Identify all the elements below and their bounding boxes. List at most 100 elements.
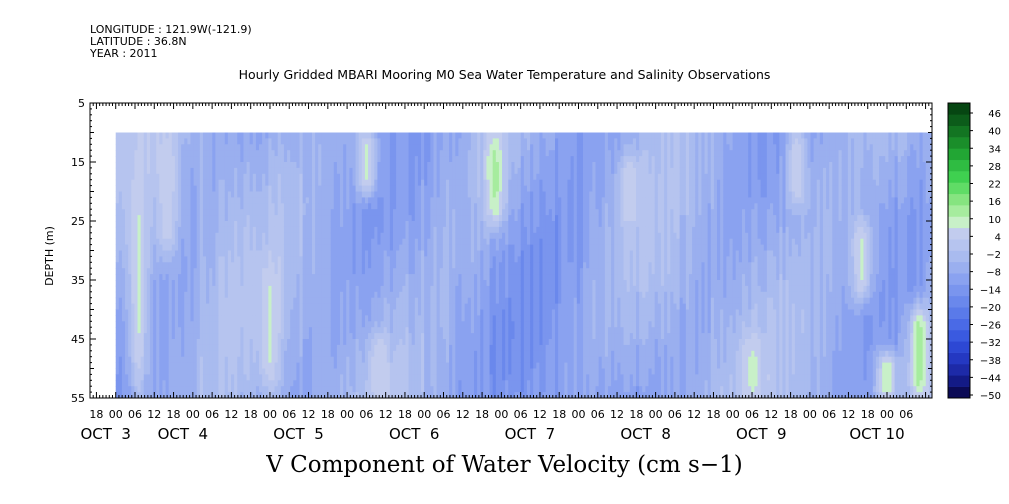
heatmap-cell bbox=[402, 238, 406, 245]
heatmap-cell bbox=[433, 173, 438, 181]
heatmap-cell bbox=[290, 162, 294, 169]
heatmap-cell bbox=[190, 203, 194, 210]
heatmap-cell bbox=[165, 356, 170, 363]
heatmap-cell bbox=[215, 191, 219, 198]
heatmap-cell bbox=[174, 309, 179, 316]
heatmap-cell bbox=[187, 268, 191, 275]
heatmap-cell bbox=[393, 238, 397, 245]
heatmap-cell bbox=[283, 368, 288, 375]
heatmap-cell bbox=[143, 244, 148, 251]
heatmap-cell bbox=[240, 232, 244, 240]
heatmap-cell bbox=[230, 250, 235, 257]
heatmap-cell bbox=[396, 309, 400, 316]
heatmap-cell bbox=[333, 138, 338, 145]
heatmap-cell bbox=[181, 209, 185, 216]
heatmap-cell bbox=[153, 309, 157, 316]
heatmap-cell bbox=[380, 144, 385, 151]
heatmap-cell bbox=[181, 150, 185, 157]
heatmap-cell bbox=[380, 226, 385, 234]
heatmap-cell bbox=[193, 173, 198, 181]
heatmap-cell bbox=[305, 132, 310, 139]
heatmap-cell bbox=[330, 285, 335, 293]
heatmap-cell bbox=[411, 156, 416, 163]
heatmap-cell bbox=[299, 344, 304, 352]
heatmap-cell bbox=[187, 362, 191, 369]
heatmap-cell bbox=[396, 150, 400, 157]
heatmap-cell bbox=[171, 244, 176, 251]
heatmap-cell bbox=[349, 309, 353, 316]
heatmap-cell bbox=[252, 274, 257, 281]
heatmap-cell bbox=[168, 380, 173, 387]
heatmap-cell bbox=[364, 232, 369, 240]
heatmap-cell bbox=[315, 274, 319, 281]
heatmap-cell bbox=[327, 362, 332, 369]
heatmap-cell bbox=[243, 238, 247, 245]
heatmap-cell bbox=[237, 197, 241, 204]
heatmap-cell bbox=[128, 167, 132, 175]
heatmap-cell bbox=[324, 274, 328, 281]
heatmap-cell bbox=[315, 167, 319, 175]
heatmap-cell bbox=[287, 244, 291, 251]
heatmap-cell bbox=[333, 132, 338, 139]
heatmap-cell bbox=[358, 280, 363, 287]
heatmap-cell bbox=[171, 327, 176, 334]
heatmap-cell bbox=[436, 285, 441, 293]
heatmap-cell bbox=[215, 339, 219, 346]
heatmap-cell bbox=[293, 380, 297, 387]
heatmap-cell bbox=[249, 333, 254, 340]
heatmap-cell bbox=[265, 232, 269, 240]
heatmap-cell bbox=[299, 386, 304, 393]
heatmap-cell bbox=[174, 350, 179, 358]
heatmap-cell bbox=[330, 150, 335, 157]
heatmap-cell bbox=[174, 297, 179, 304]
heatmap-cell bbox=[206, 238, 210, 245]
heatmap-cell bbox=[274, 215, 279, 222]
heatmap-cell bbox=[193, 179, 198, 186]
heatmap-cell bbox=[402, 244, 406, 251]
heatmap-cell bbox=[455, 268, 459, 275]
heatmap-cell bbox=[411, 232, 416, 240]
heatmap-cell bbox=[262, 244, 266, 251]
heatmap-cell bbox=[162, 297, 166, 304]
heatmap-cell bbox=[336, 150, 341, 157]
heatmap-cell bbox=[259, 268, 263, 275]
heatmap-cell bbox=[171, 226, 176, 234]
heatmap-cell bbox=[402, 132, 406, 139]
heatmap-cell bbox=[268, 327, 272, 334]
heatmap-cell bbox=[305, 244, 310, 251]
heatmap-cell bbox=[249, 356, 254, 363]
heatmap-cell bbox=[364, 386, 369, 393]
latitude-label: LATITUDE : 36.8N bbox=[90, 35, 187, 48]
heatmap-cell bbox=[293, 356, 297, 363]
heatmap-cell bbox=[255, 215, 260, 222]
heatmap-cell bbox=[137, 344, 142, 352]
heatmap-cell bbox=[230, 162, 235, 169]
heatmap-cell bbox=[352, 250, 357, 257]
heatmap-cell bbox=[340, 221, 344, 228]
heatmap-cell bbox=[374, 280, 378, 287]
heatmap-cell bbox=[283, 197, 288, 204]
heatmap-cell bbox=[349, 238, 353, 245]
heatmap-cell bbox=[115, 303, 120, 310]
heatmap-cell bbox=[280, 268, 285, 275]
heatmap-cell bbox=[162, 262, 166, 269]
heatmap-cell bbox=[424, 268, 428, 275]
heatmap-cell bbox=[355, 197, 360, 204]
heatmap-cell bbox=[202, 144, 207, 151]
heatmap-cell bbox=[271, 203, 276, 210]
heatmap-cell bbox=[193, 221, 198, 228]
heatmap-cell bbox=[209, 344, 213, 352]
heatmap-cell bbox=[290, 238, 294, 245]
heatmap-cell bbox=[287, 285, 291, 293]
heatmap-cell bbox=[324, 333, 328, 340]
heatmap-cell bbox=[396, 232, 400, 240]
heatmap-cell bbox=[436, 344, 441, 352]
heatmap-cell bbox=[202, 232, 207, 240]
heatmap-cell bbox=[402, 232, 406, 240]
heatmap-cell bbox=[371, 244, 375, 251]
heatmap-cell bbox=[374, 179, 378, 186]
heatmap-cell bbox=[374, 303, 378, 310]
heatmap-cell bbox=[178, 215, 182, 222]
heatmap-cell bbox=[268, 197, 272, 204]
heatmap-cell bbox=[206, 380, 210, 387]
